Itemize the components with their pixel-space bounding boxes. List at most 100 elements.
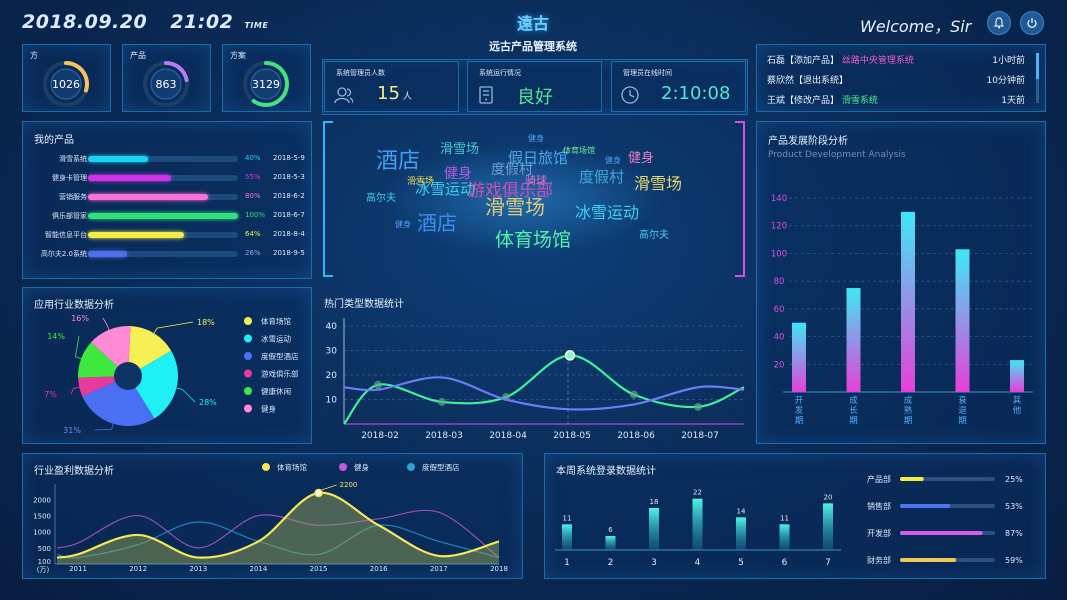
product-progress-fill — [88, 232, 184, 238]
stage-bar — [792, 322, 806, 392]
pie-value-label: 28% — [199, 398, 217, 407]
dept-percent: 87% — [1005, 529, 1023, 538]
product-row[interactable]: 营销服务 80% 2018-6-2 — [23, 192, 311, 204]
pie-legend-label: 健康休闲 — [261, 386, 291, 396]
stage-x-tick-char: 期 — [958, 416, 967, 426]
word-cloud-term: 度假村 — [579, 168, 625, 186]
dept-label: 财务部 — [867, 555, 891, 565]
product-name: 健身卡管理 — [52, 174, 87, 182]
pie-slice — [91, 326, 131, 376]
ring-progress-arc — [164, 61, 189, 83]
log-target: 滑雪系统 — [839, 96, 878, 106]
login-bar — [779, 524, 790, 550]
login-bar — [823, 503, 833, 550]
product-row[interactable]: 健身卡管理 55% 2018-5-3 — [23, 173, 311, 185]
product-progress-track — [88, 232, 238, 238]
pie-legend-swatch — [244, 352, 252, 360]
word-cloud-frame — [323, 121, 745, 277]
power-button[interactable] — [1020, 11, 1044, 35]
word-cloud-term: 度假村 — [491, 162, 533, 178]
product-name: 高尔夫2.0系统 — [40, 250, 87, 258]
dept-progress-fill — [900, 504, 951, 508]
word-cloud-term: 健身 — [395, 220, 411, 229]
word-cloud-term: 假日旅馆 — [508, 149, 569, 167]
pie-legend-swatch — [244, 369, 252, 378]
pie-chart: 18% 28% 31% 7% 14% 16% 体育场馆冰雪运动度假型酒店游戏俱乐部健康休闲健… — [44, 314, 299, 435]
log-row[interactable]: 蔡欣然【退出系统】 10分钟前 — [767, 73, 1025, 87]
product-progress-track — [88, 251, 238, 257]
line-series — [343, 354, 745, 425]
dept-label: 销售部 — [867, 501, 891, 511]
pie-legend-swatch — [244, 317, 252, 325]
stage-bar-subtitle: Product Development Analysis — [768, 150, 906, 160]
product-row[interactable]: 高尔夫2.0系统 26% 2018-9-5 — [23, 249, 311, 261]
ring-label: 方案 — [230, 51, 246, 60]
product-row[interactable]: 滑雪系统 40% 2018-5-9 — [23, 154, 311, 166]
stage-y-tick: 100 — [771, 249, 787, 259]
dept-label: 开发部 — [867, 528, 891, 538]
log-time: 1小时前 — [992, 56, 1025, 66]
log-row[interactable]: 石磊【添加产品】 丝路中央管理系统 1小时前 — [767, 53, 1025, 67]
area-series-line — [56, 509, 500, 559]
login-x-tick: 7 — [825, 558, 831, 568]
stage-x-tick-char: 退 — [958, 405, 967, 416]
product-progress-track — [88, 213, 238, 219]
login-x-tick: 1 — [564, 558, 570, 568]
pie-legend-swatch — [244, 387, 252, 395]
area-series-line — [56, 491, 500, 559]
product-progress-fill — [88, 175, 171, 181]
stage-x-tick-char: 期 — [849, 416, 858, 426]
stage-y-tick: 40 — [774, 333, 785, 343]
pie-title: 应用行业数据分析 — [34, 300, 114, 311]
stat-label: 管理员在线时间 — [623, 69, 672, 77]
log-scrollbar[interactable] — [1036, 53, 1039, 103]
area-y-tick: 2000 — [33, 496, 51, 504]
product-progress-track — [88, 194, 238, 200]
log-row[interactable]: 王斌【修改产品】 滑雪系统 1天前 — [767, 93, 1025, 107]
login-bar-value: 11 — [780, 514, 789, 522]
word-cloud-term: 体育场馆 — [495, 229, 572, 251]
login-x-tick: 2 — [608, 558, 614, 568]
ring-progress-arc — [64, 61, 89, 93]
product-date: 2018-5-9 — [273, 154, 305, 162]
area-legend-swatch — [262, 463, 270, 471]
dept-progress-fill — [900, 477, 924, 481]
line-y-tick: 30 — [326, 347, 338, 357]
login-bar-value: 22 — [693, 489, 702, 497]
time-text: 21:02 — [170, 11, 234, 33]
product-row[interactable]: 智能信息平台 64% 2018-8-4 — [23, 230, 311, 242]
product-name: 智能信息平台 — [45, 231, 87, 239]
stat-value-number: 良好 — [517, 87, 553, 108]
product-progress-fill — [88, 194, 208, 200]
ring-inner — [250, 68, 282, 100]
area-peak-label: 2200 — [340, 481, 358, 489]
pie-value-label: 31% — [63, 426, 81, 435]
line-x-tick: 2018-05 — [553, 431, 591, 441]
pie-leader-line — [102, 317, 110, 330]
log-time: 10分钟前 — [986, 76, 1025, 86]
profit-area-title: 行业盈利数据分析 — [34, 466, 114, 477]
ring-inner — [150, 68, 182, 100]
users-icon — [333, 85, 354, 105]
stat-value: 2:10:08 — [661, 83, 730, 104]
login-bar-value: 14 — [737, 507, 746, 515]
word-cloud-term: 高尔夫 — [639, 230, 669, 241]
product-name: 俱乐部管家 — [52, 212, 87, 220]
notification-button[interactable] — [987, 11, 1011, 35]
product-row[interactable]: 俱乐部管家 100% 2018-6-7 — [23, 211, 311, 223]
product-date: 2018-6-7 — [273, 211, 305, 219]
ring-gauge: 1026 — [43, 61, 89, 107]
stage-x-tick-char: 他 — [1013, 405, 1022, 416]
ring-panel: 方案 3129 — [222, 44, 311, 112]
my-products-panel: 我的产品 滑雪系统 40% 2018-5-9 健身卡管理 55% 2018-5-3 营销服务… — [22, 121, 312, 279]
product-progress-fill — [88, 156, 148, 162]
log-user-action: 石磊【添加产品】 — [767, 56, 840, 66]
log-scrollbar-thumb[interactable] — [1036, 53, 1039, 79]
area-x-tick: 2017 — [430, 565, 448, 573]
dept-percent: 53% — [1005, 502, 1023, 511]
word-cloud-term: 健身 — [628, 151, 655, 166]
login-x-tick: 6 — [782, 558, 788, 568]
pie-value-label: 18% — [197, 318, 215, 327]
word-cloud-term: 酒店 — [376, 149, 421, 174]
ring-value: 3129 — [252, 78, 280, 91]
